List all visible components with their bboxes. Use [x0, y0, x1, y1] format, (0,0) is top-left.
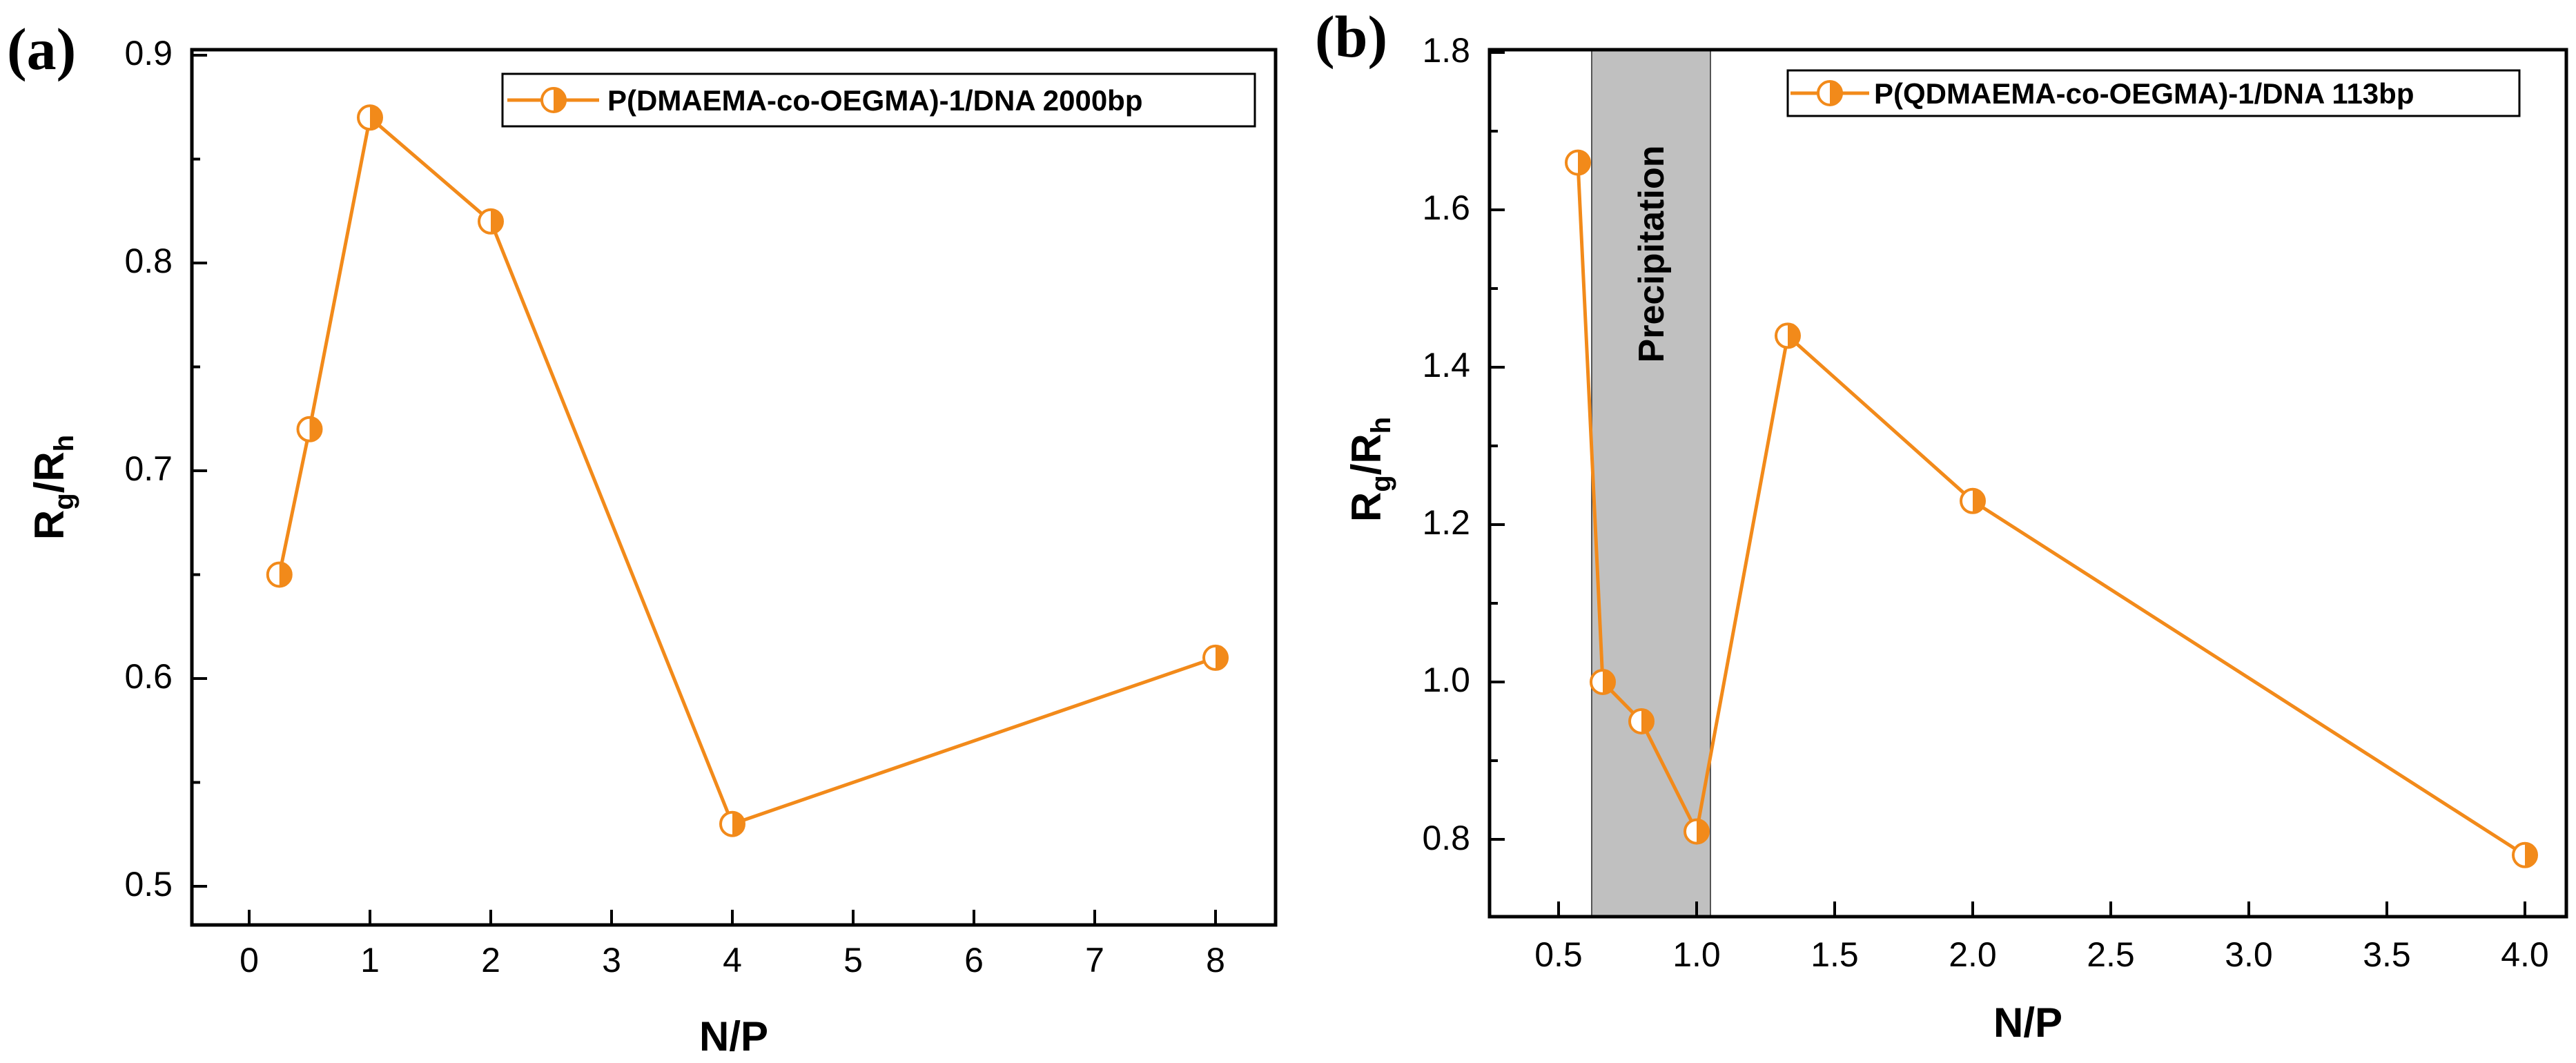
- b-data-point: [2512, 841, 2538, 868]
- a-xtick-label: 2: [481, 941, 500, 979]
- b-ytick-label: 1.6: [1422, 188, 1470, 227]
- b-ytick-label: 0.8: [1422, 819, 1470, 857]
- a-xtick-label: 3: [602, 941, 621, 979]
- a-series-line: [277, 114, 1216, 826]
- panel-b-plot-frame: [1487, 48, 2568, 919]
- b-legend-label: P(QDMAEMA-co-OEGMA)-1/DNA 113bp: [1874, 77, 2414, 110]
- a-xtick-label: 0: [240, 941, 259, 979]
- b-xtick-label: 3.5: [2363, 935, 2411, 974]
- a-ytick-label: 0.5: [124, 865, 173, 904]
- a-data-point: [266, 561, 293, 588]
- a-xtick-label: 4: [723, 941, 742, 979]
- panel-b: (b) Precipitation 0.8 1.0 1.2 1.4 1.6 1.…: [1315, 3, 2568, 1046]
- legend-box: [1786, 69, 2521, 117]
- a-xtick-label: 8: [1206, 941, 1225, 979]
- a-xtick-label: 5: [843, 941, 863, 979]
- b-xtick-label: 2.0: [1949, 935, 1997, 974]
- precipitation-band: [1591, 49, 1711, 917]
- b-data-point: [1590, 669, 1616, 695]
- panel-b-label: (b): [1315, 3, 1387, 70]
- panel-a-plot-frame: [190, 48, 1278, 927]
- precipitation-rect: [1591, 49, 1711, 917]
- a-data-point: [1202, 644, 1229, 671]
- a-xtick-label: 7: [1085, 941, 1104, 979]
- b-xtick-label: 1.5: [1811, 935, 1859, 974]
- precipitation-label: Precipitation: [1632, 146, 1672, 363]
- b-xtick-label: 4.0: [2501, 935, 2549, 974]
- b-y-axis-title: Rg/Rh: [1343, 417, 1396, 522]
- a-legend-label: P(DMAEMA-co-OEGMA)-1/DNA 2000bp: [607, 84, 1142, 117]
- b-legend-point: [1817, 80, 1843, 106]
- panel-a-ticks: [192, 54, 1217, 925]
- a-ytick-label: 0.6: [124, 657, 173, 696]
- b-ytick-label: 1.4: [1422, 346, 1470, 384]
- a-data-point: [719, 810, 745, 837]
- b-series-line: [1576, 162, 2526, 857]
- b-data-point: [1960, 487, 1986, 514]
- a-legend-point: [540, 87, 567, 113]
- b-data-point: [1565, 149, 1591, 176]
- a-data-point: [296, 416, 323, 442]
- panel-a-legend: P(DMAEMA-co-OEGMA)-1/DNA 2000bp: [501, 72, 1256, 128]
- a-x-axis-title: N/P: [699, 1013, 768, 1060]
- a-data-point: [478, 208, 504, 235]
- b-data-point: [1628, 708, 1655, 734]
- panel-a-label: (a): [7, 16, 76, 82]
- a-ytick-label: 0.7: [124, 449, 173, 488]
- legend-marker: [540, 87, 567, 113]
- b-xtick-label: 1.0: [1672, 935, 1721, 974]
- a-xtick-label: 1: [360, 941, 380, 979]
- b-ytick-label: 1.8: [1422, 31, 1470, 70]
- panel-a: (a) 0.5 0.6 0.7 0.8 0.9 0 1 2 3 4 5 6 7 …: [7, 16, 1278, 1060]
- panel-b-legend: P(QDMAEMA-co-OEGMA)-1/DNA 113bp: [1786, 69, 2521, 117]
- a-ytick-label: 0.8: [124, 242, 173, 280]
- panel-b-series: [1565, 149, 2538, 868]
- panel-a-series: [266, 104, 1229, 837]
- b-data-point: [1684, 818, 1710, 845]
- b-xtick-label: 3.0: [2225, 935, 2273, 974]
- a-ytick-label: 0.9: [124, 34, 173, 72]
- b-data-point: [1775, 322, 1801, 349]
- b-xtick-label: 0.5: [1534, 935, 1583, 974]
- a-xtick-label: 6: [964, 941, 984, 979]
- legend-marker: [1817, 80, 1843, 106]
- panel-b-ticks: [1490, 51, 2526, 917]
- a-data-point: [357, 104, 383, 131]
- b-x-axis-title: N/P: [1993, 999, 2062, 1046]
- b-ytick-label: 1.0: [1422, 661, 1470, 699]
- b-xtick-label: 2.5: [2087, 935, 2135, 974]
- legend-box: [501, 72, 1256, 128]
- b-ytick-label: 1.2: [1422, 503, 1470, 542]
- a-y-axis-title: Rg/Rh: [26, 435, 79, 540]
